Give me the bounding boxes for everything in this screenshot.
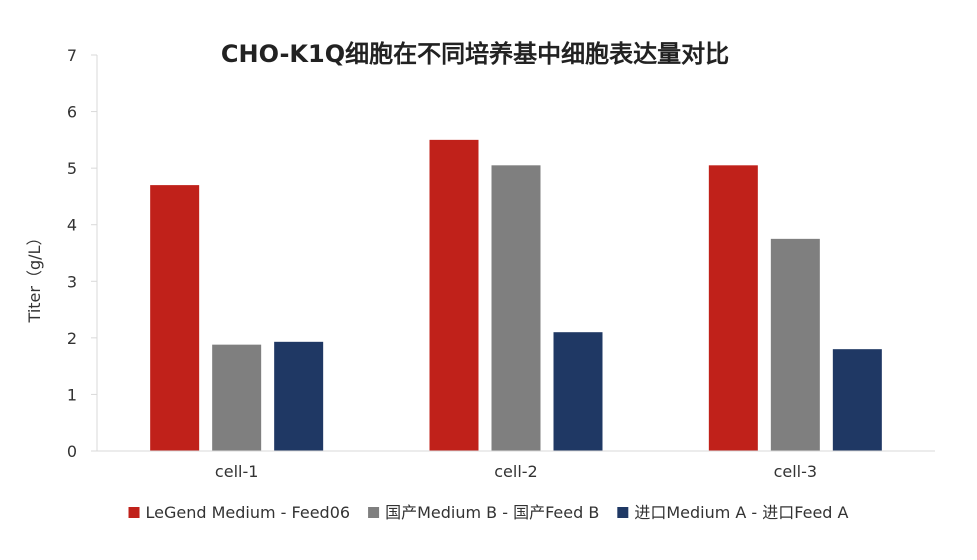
legend-item: 国产Medium B - 国产Feed B [368, 503, 599, 522]
legend-item: LeGend Medium - Feed06 [128, 503, 351, 522]
bar-cell-3-series-2 [770, 238, 820, 451]
legend: LeGend Medium - Feed06 国产Medium B - 国产Fee… [128, 503, 849, 522]
chart-title: CHO-K1Q细胞在不同培养基中细胞表达量对比 [221, 40, 729, 68]
y-tick-label: 0 [67, 442, 77, 461]
bar-cell-1-series-1 [150, 185, 200, 451]
y-tick-label: 1 [67, 385, 77, 404]
legend-swatch [617, 507, 629, 518]
y-tick-label: 4 [67, 216, 77, 235]
x-axis: cell-1 cell-2 cell-3 [97, 450, 935, 481]
x-category-label: cell-2 [494, 462, 537, 481]
y-tick-label: 6 [67, 103, 77, 122]
bar-cell-2-series-1 [429, 139, 479, 451]
legend-swatch [128, 507, 140, 518]
bars [150, 139, 882, 452]
y-tick-label: 3 [67, 272, 77, 291]
legend-swatch [368, 507, 380, 518]
y-tick-label: 2 [67, 329, 77, 348]
bar-cell-1-series-3 [274, 341, 324, 451]
bar-cell-1-series-2 [212, 344, 262, 451]
x-category-label: cell-3 [774, 462, 817, 481]
bar-cell-2-series-3 [553, 332, 603, 451]
legend-item: 进口Medium A - 进口Feed A [617, 503, 849, 522]
y-axis: 0 1 2 3 4 5 6 7 [67, 46, 98, 461]
legend-label: 国产Medium B - 国产Feed B [385, 503, 599, 522]
bar-cell-3-series-1 [708, 165, 758, 452]
legend-label: LeGend Medium - Feed06 [146, 503, 351, 522]
y-axis-title: Titer（g/L） [25, 230, 44, 324]
bar-cell-2-series-2 [491, 165, 541, 452]
x-category-label: cell-1 [215, 462, 258, 481]
y-tick-label: 7 [67, 46, 77, 65]
legend-label: 进口Medium A - 进口Feed A [634, 503, 848, 522]
y-tick-label: 5 [67, 159, 77, 178]
bar-cell-3-series-3 [832, 349, 882, 451]
